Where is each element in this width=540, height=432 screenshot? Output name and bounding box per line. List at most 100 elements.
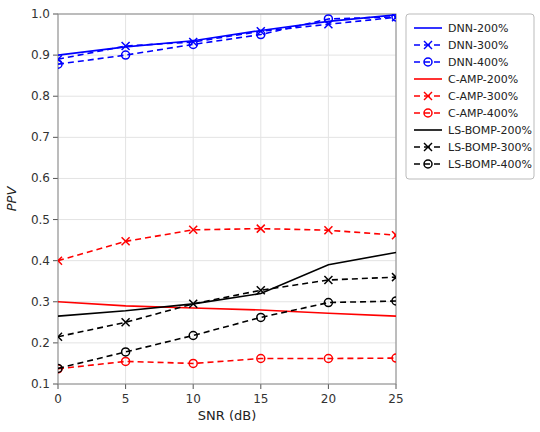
marker [324, 276, 332, 284]
y-tick [53, 260, 58, 261]
marker [122, 237, 130, 245]
grid-line [58, 137, 396, 138]
x-tick [328, 384, 329, 389]
marker [324, 15, 332, 23]
series [58, 273, 396, 341]
line [58, 302, 396, 316]
x-tick-label: 5 [122, 392, 130, 406]
legend-label: LS-BOMP-200% [448, 124, 532, 137]
y-tick [53, 137, 58, 138]
marker [392, 14, 396, 21]
grid-line [58, 219, 396, 220]
line [58, 229, 396, 261]
x-tick [58, 384, 59, 389]
legend-swatch [414, 78, 442, 80]
y-tick [53, 178, 58, 179]
grid-line [58, 55, 396, 56]
grid-line [328, 14, 329, 384]
series [58, 354, 396, 373]
line [58, 277, 396, 337]
marker [58, 333, 62, 341]
plot-frame [58, 14, 396, 384]
marker [58, 60, 62, 68]
x-tick [125, 384, 126, 389]
y-tick-label: 0.1 [31, 377, 50, 391]
y-tick-label: 0.9 [31, 48, 50, 62]
y-tick-label: 1.0 [31, 7, 50, 21]
marker [392, 273, 396, 281]
marker [122, 357, 130, 365]
series [58, 297, 396, 372]
series [58, 225, 396, 265]
y-tick-label: 0.6 [31, 171, 50, 185]
grid-line [193, 14, 194, 384]
line [58, 301, 396, 368]
marker [392, 297, 396, 305]
line [58, 358, 396, 369]
x-tick-label: 25 [388, 392, 403, 406]
line [58, 17, 396, 59]
y-tick-label: 0.7 [31, 130, 50, 144]
marker [189, 331, 197, 339]
y-tick-label: 0.5 [31, 213, 50, 227]
legend-label: C-AMP-200% [448, 73, 518, 86]
series [58, 14, 396, 63]
marker [257, 313, 265, 321]
marker [257, 286, 265, 294]
x-tick-label: 10 [186, 392, 201, 406]
legend-marker [424, 160, 432, 168]
y-tick [53, 301, 58, 302]
grid-line [58, 342, 396, 343]
marker [122, 348, 130, 356]
grid [58, 14, 396, 384]
marker [189, 300, 197, 308]
y-tick-label: 0.8 [31, 89, 50, 103]
marker [189, 226, 197, 234]
legend-label: C-AMP-400% [448, 107, 518, 120]
y-tick [53, 342, 58, 343]
legend-swatch [414, 61, 442, 63]
marker [392, 231, 396, 239]
x-tick [396, 384, 397, 389]
legend-swatch [414, 163, 442, 165]
y-tick [53, 384, 58, 385]
legend-label: DNN-300% [448, 39, 508, 52]
y-tick-label: 0.2 [31, 336, 50, 350]
line [58, 252, 396, 316]
grid-line [58, 178, 396, 179]
legend-label: C-AMP-300% [448, 90, 518, 103]
x-tick-label: 0 [54, 392, 62, 406]
marker [58, 257, 62, 265]
marker [122, 51, 130, 59]
legend-marker [424, 92, 432, 100]
y-tick [53, 55, 58, 56]
legend-swatch [414, 129, 442, 131]
legend-swatch [414, 27, 442, 29]
line [58, 17, 396, 64]
y-tick [53, 14, 58, 15]
legend-label: DNN-200% [448, 22, 508, 35]
legend-marker [424, 41, 432, 49]
y-tick [53, 219, 58, 220]
series [58, 14, 396, 68]
legend-marker [424, 143, 432, 151]
marker [189, 40, 197, 48]
legend-marker [424, 58, 432, 66]
legend-label: LS-BOMP-300% [448, 141, 532, 154]
chart: 05101520250.10.20.30.40.50.60.70.80.91.0… [0, 0, 540, 432]
x-axis-label: SNR (dB) [198, 408, 256, 423]
axes: 05101520250.10.20.30.40.50.60.70.80.91.0… [4, 7, 404, 423]
marker [122, 42, 130, 50]
grid-line [260, 14, 261, 384]
marker [324, 299, 332, 307]
y-tick-label: 0.3 [31, 295, 50, 309]
legend-swatch [414, 112, 442, 114]
marker [257, 355, 265, 363]
marker [324, 226, 332, 234]
y-tick [53, 96, 58, 97]
grid-line [58, 96, 396, 97]
marker [257, 31, 265, 39]
y-axis-label: PPV [4, 186, 19, 212]
grid-line [125, 14, 126, 384]
legend: DNN-200%DNN-300%DNN-400%C-AMP-200%C-AMP-… [406, 14, 534, 179]
